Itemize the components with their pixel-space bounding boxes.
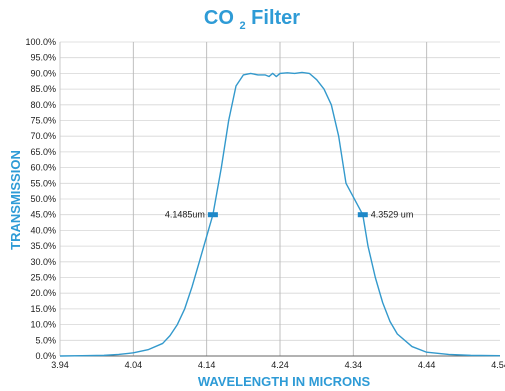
x-tick-label: 4.24: [271, 360, 289, 370]
axes: [59, 42, 500, 357]
chart-title: CO 2 Filter: [204, 7, 300, 34]
x-tick-labels: 3.94 4.04 4.14 4.24 4.34 4.44 4.54: [51, 360, 505, 370]
annotation-label: 4.3529 um: [371, 210, 414, 220]
y-tick-label: 25.0%: [30, 273, 56, 283]
y-tick-label: 50.0%: [30, 194, 56, 204]
y-tick-label: 55.0%: [30, 178, 56, 188]
x-tick-label: 4.54: [491, 360, 505, 370]
y-tick-label: 5.0%: [35, 335, 56, 345]
x-axis-title: WAVELENGTH IN MICRONS: [198, 374, 371, 389]
chart-title-subscript: 2: [239, 20, 245, 32]
y-tick-label: 10.0%: [30, 320, 56, 330]
x-tick-label: 4.34: [345, 360, 363, 370]
y-tick-label: 80.0%: [30, 100, 56, 110]
chart-title-suffix: Filter: [251, 7, 300, 29]
y-tick-label: 95.0%: [30, 53, 56, 63]
x-tick-label: 3.94: [51, 360, 69, 370]
series-lines: [59, 71, 501, 357]
y-tick-label: 20.0%: [30, 288, 56, 298]
y-tick-label: 0.0%: [35, 351, 56, 361]
y-tick-label: 85.0%: [30, 84, 56, 94]
y-tick-label: 100.0%: [25, 37, 56, 47]
grid: [60, 41, 500, 357]
y-tick-label: 45.0%: [30, 210, 56, 220]
y-axis-title: TRANSMISSION: [8, 150, 23, 250]
y-tick-label: 75.0%: [30, 116, 56, 126]
annotation-marker: [207, 212, 218, 218]
y-tick-label: 15.0%: [30, 304, 56, 314]
y-tick-label: 40.0%: [30, 225, 56, 235]
annotations: 4.1485um 4.3529 um: [165, 210, 413, 220]
x-tick-label: 4.04: [125, 360, 143, 370]
y-tick-label: 35.0%: [30, 241, 56, 251]
annotation-label: 4.1485um: [165, 210, 205, 220]
series-line-transmission: [59, 71, 501, 357]
y-tick-label: 60.0%: [30, 163, 56, 173]
y-tick-labels: 0.0% 5.0% 10.0% 15.0% 20.0% 25.0% 30.0% 35.0% 40…: [25, 37, 56, 361]
x-tick-label: 4.14: [198, 360, 216, 370]
chart-title-main: CO: [204, 7, 234, 29]
y-tick-label: 70.0%: [30, 131, 56, 141]
annotation-marker: [357, 212, 368, 218]
svg-text:CO 2 Filter: CO 2 Filter: [204, 7, 300, 34]
x-tick-label: 4.44: [418, 360, 436, 370]
y-tick-label: 30.0%: [30, 257, 56, 267]
y-tick-label: 65.0%: [30, 147, 56, 157]
y-tick-label: 90.0%: [30, 68, 56, 78]
